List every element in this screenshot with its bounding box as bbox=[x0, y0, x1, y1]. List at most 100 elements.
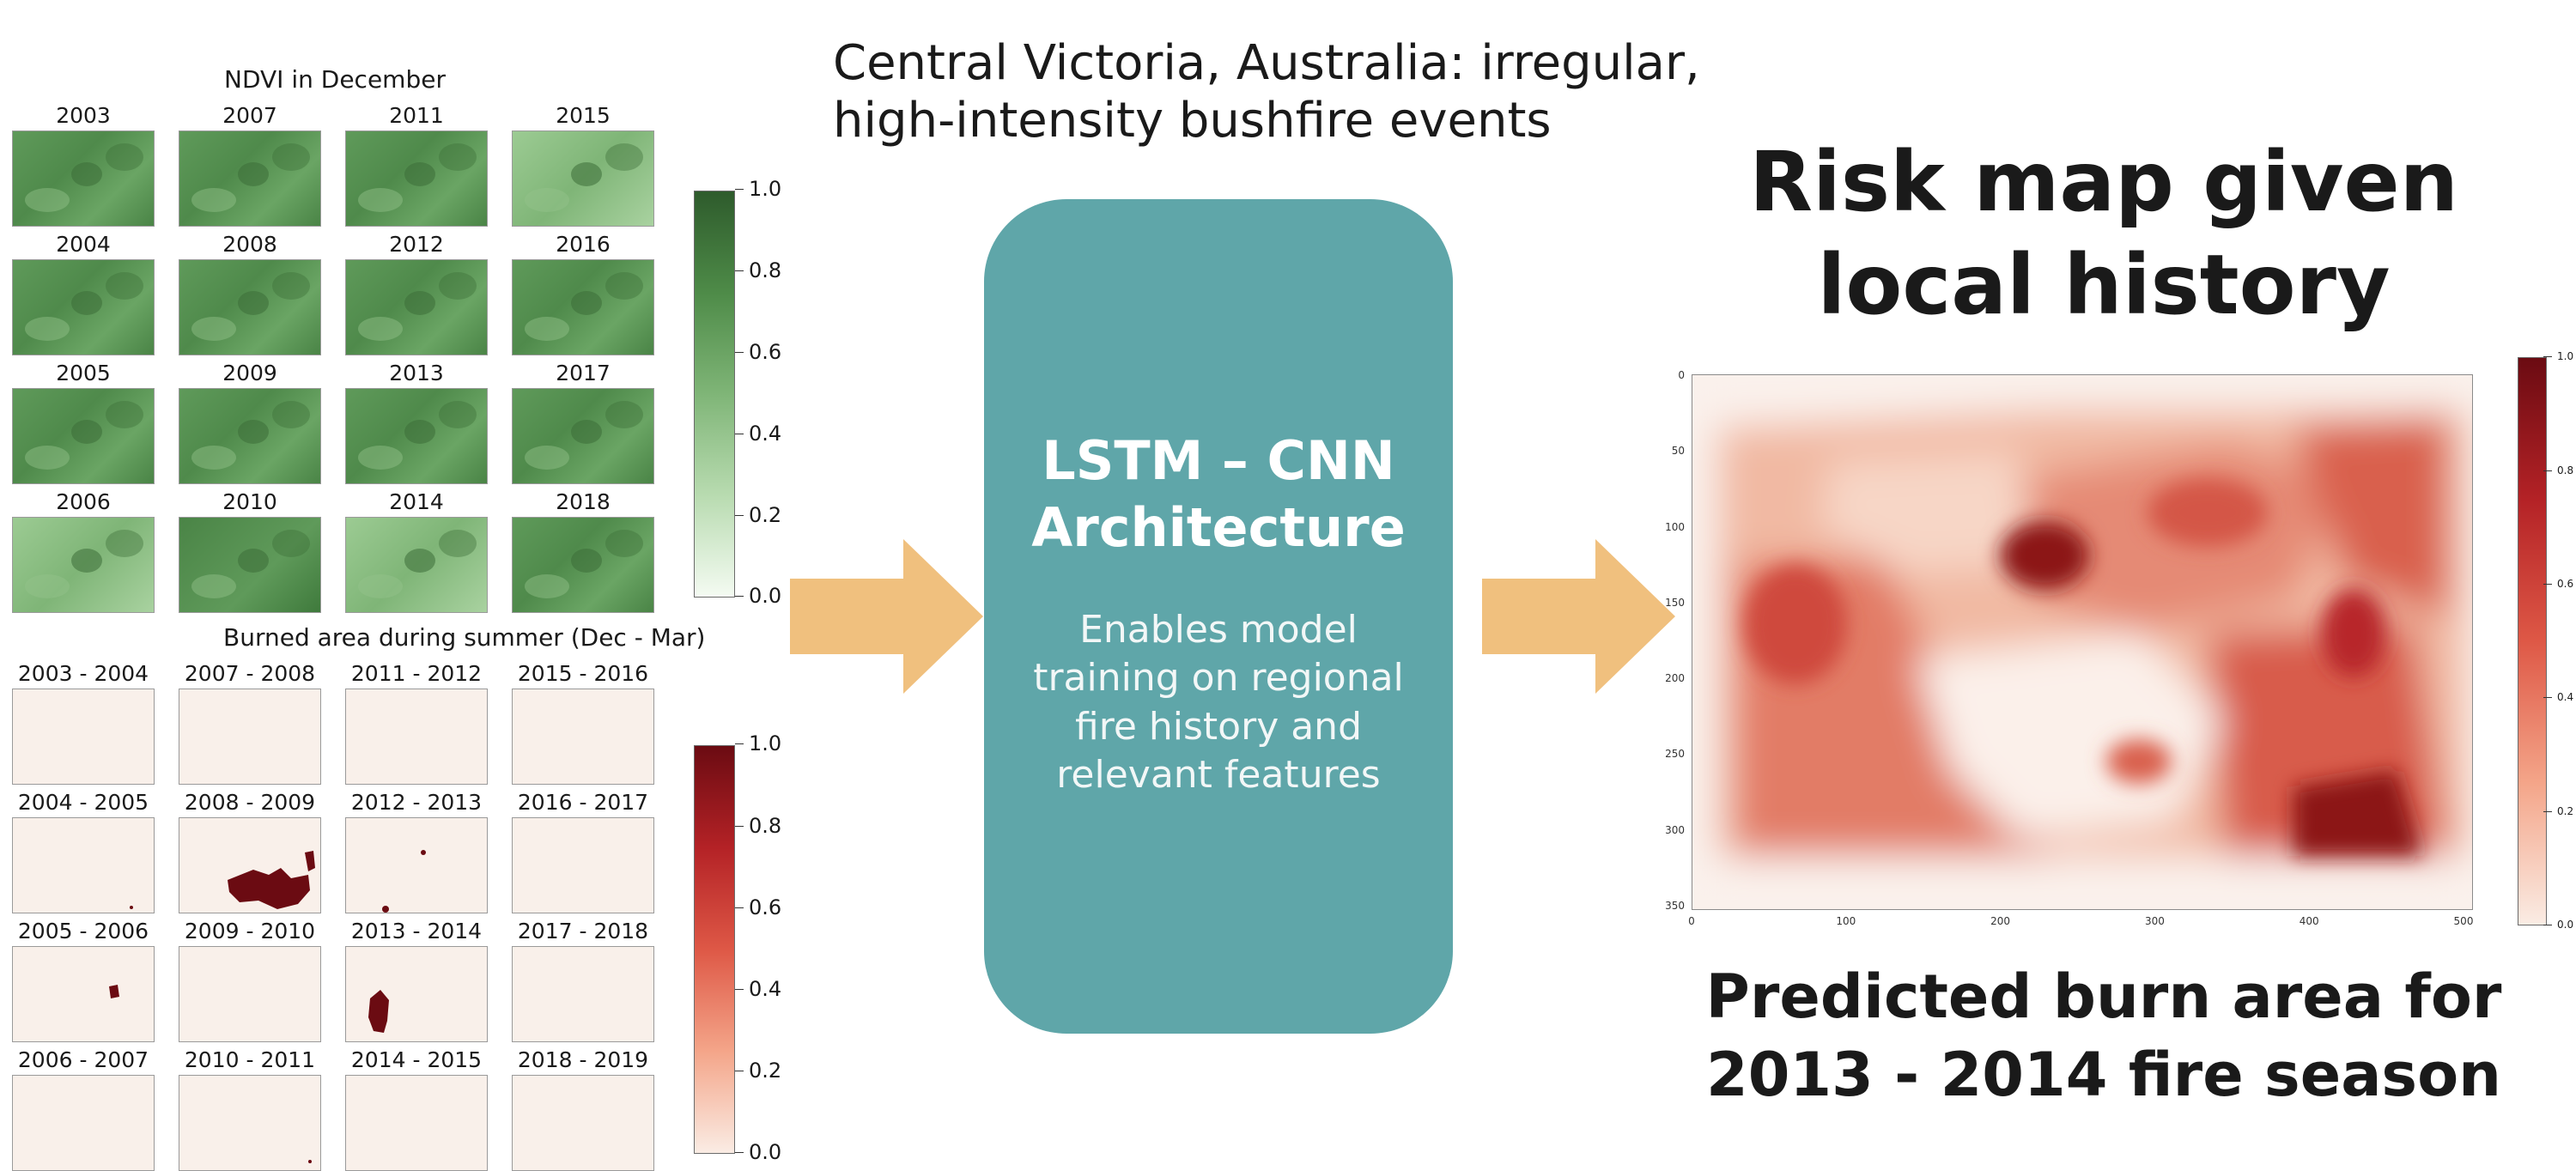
ndvi-year-map bbox=[512, 130, 654, 227]
burn-colorbar-tick-label: 0.4 bbox=[734, 977, 782, 1001]
burn-season-map bbox=[179, 946, 321, 1042]
burn-season-map bbox=[179, 1075, 321, 1171]
burn-season-label: 2012 - 2013 bbox=[350, 790, 483, 815]
burn-season-label: 2007 - 2008 bbox=[184, 661, 316, 686]
burn-colorbar-tick-label: 0.8 bbox=[734, 813, 782, 838]
ndvi-year-map bbox=[512, 259, 654, 355]
risk-map-x-tick-label: 300 bbox=[2144, 915, 2165, 927]
burn-colorbar-tick-label: 1.0 bbox=[734, 731, 782, 756]
burn-season-label: 2014 - 2015 bbox=[350, 1047, 483, 1072]
burn-season-map bbox=[345, 689, 488, 785]
risk-colorbar-tick-label: 1.0 bbox=[2543, 350, 2574, 363]
risk-map-caption: Predicted burn area for 2013 - 2014 fire… bbox=[1683, 958, 2524, 1114]
ndvi-year-label: 2014 bbox=[389, 489, 444, 514]
ndvi-year-label: 2008 bbox=[222, 232, 277, 257]
burn-season-label: 2005 - 2006 bbox=[17, 919, 149, 943]
ndvi-year-map bbox=[179, 259, 321, 355]
ndvi-year-map bbox=[179, 130, 321, 227]
ndvi-year-label: 2013 bbox=[389, 361, 444, 385]
ndvi-year-label: 2017 bbox=[556, 361, 611, 385]
ndvi-year-map bbox=[345, 130, 488, 227]
risk-map-y-tick-label: 350 bbox=[1665, 900, 1685, 912]
risk-map-caption-line1: Predicted burn area for bbox=[1705, 962, 2502, 1032]
region-headline: Central Victoria, Australia: irregular, … bbox=[833, 34, 1735, 149]
architecture-description: Enables model training on regional fire … bbox=[984, 606, 1453, 799]
ndvi-year-label: 2005 bbox=[56, 361, 111, 385]
region-headline-line2: high-intensity bushfire events bbox=[833, 93, 1552, 149]
ndvi-year-map bbox=[345, 517, 488, 613]
risk-colorbar-tick-label: 0.6 bbox=[2543, 578, 2574, 590]
ndvi-year-label: 2018 bbox=[556, 489, 611, 514]
architecture-title-line2: Architecture bbox=[1031, 495, 1406, 559]
ndvi-colorbar-tick-label: 1.0 bbox=[734, 177, 782, 202]
burn-colorbar-tick-label: 0.2 bbox=[734, 1059, 782, 1083]
burn-season-map bbox=[12, 689, 155, 785]
ndvi-year-label: 2003 bbox=[56, 103, 111, 128]
burn-season-label: 2016 - 2017 bbox=[517, 790, 649, 815]
burn-season-map bbox=[345, 1075, 488, 1171]
risk-map-x-tick-label: 100 bbox=[1836, 915, 1856, 927]
ndvi-year-map bbox=[12, 259, 155, 355]
burn-season-label: 2003 - 2004 bbox=[17, 661, 149, 686]
risk-map-y-tick-label: 200 bbox=[1665, 672, 1685, 685]
architecture-description-line1: Enables model bbox=[1079, 608, 1358, 652]
ndvi-colorbar bbox=[694, 191, 735, 598]
ndvi-year-label: 2004 bbox=[56, 232, 111, 257]
architecture-title-line1: LSTM – CNN bbox=[1042, 429, 1395, 492]
ndvi-year-map bbox=[12, 130, 155, 227]
burn-season-label: 2018 - 2019 bbox=[517, 1047, 649, 1072]
ndvi-year-map bbox=[345, 388, 488, 484]
ndvi-year-map bbox=[512, 517, 654, 613]
risk-map-heatmap bbox=[1692, 375, 2472, 909]
burn-season-map bbox=[179, 817, 321, 913]
risk-map-y-tick-label: 150 bbox=[1665, 596, 1685, 609]
architecture-description-line4: relevant features bbox=[1056, 752, 1381, 797]
burn-colorbar bbox=[694, 745, 735, 1154]
burn-season-label: 2009 - 2010 bbox=[184, 919, 316, 943]
ndvi-year-label: 2009 bbox=[222, 361, 277, 385]
region-headline-line1: Central Victoria, Australia: irregular, bbox=[833, 35, 1700, 91]
risk-map-x-tick-label: 0 bbox=[1688, 915, 1695, 927]
ndvi-year-map bbox=[179, 517, 321, 613]
risk-map-plot bbox=[1692, 374, 2473, 910]
ndvi-year-map bbox=[179, 388, 321, 484]
risk-map-y-tick-label: 50 bbox=[1671, 445, 1685, 458]
burn-season-label: 2004 - 2005 bbox=[17, 790, 149, 815]
risk-map-x-tick-label: 500 bbox=[2453, 915, 2474, 927]
ndvi-year-map bbox=[12, 517, 155, 613]
burn-season-map bbox=[345, 946, 488, 1042]
input-arrow-shape bbox=[790, 539, 983, 694]
risk-map-title-line1: Risk map given bbox=[1749, 134, 2458, 230]
output-arrow-shape bbox=[1482, 539, 1675, 694]
burn-season-map bbox=[512, 946, 654, 1042]
burn-colorbar-tick-label: 0.0 bbox=[734, 1140, 782, 1165]
burn-season-map bbox=[12, 946, 155, 1042]
ndvi-year-label: 2012 bbox=[389, 232, 444, 257]
ndvi-colorbar-tick-label: 0.4 bbox=[734, 421, 782, 446]
risk-map-x-tick-label: 200 bbox=[1990, 915, 2011, 927]
ndvi-year-map bbox=[345, 259, 488, 355]
risk-map-title: Risk map given local history bbox=[1683, 130, 2524, 337]
ndvi-year-map bbox=[512, 388, 654, 484]
risk-map-title-line2: local history bbox=[1817, 237, 2391, 333]
ndvi-year-label: 2006 bbox=[56, 489, 111, 514]
burn-season-label: 2008 - 2009 bbox=[184, 790, 316, 815]
risk-map-colorbar bbox=[2518, 357, 2547, 925]
ndvi-colorbar-tick-label: 0.0 bbox=[734, 584, 782, 609]
input-arrow bbox=[790, 539, 983, 694]
ndvi-year-label: 2010 bbox=[222, 489, 277, 514]
risk-map-caption-line2: 2013 - 2014 fire season bbox=[1705, 1040, 2502, 1110]
risk-map-y-tick-label: 300 bbox=[1665, 823, 1685, 836]
burn-season-label: 2011 - 2012 bbox=[350, 661, 483, 686]
lstm-cnn-architecture-box: LSTM – CNN Architecture Enables model tr… bbox=[984, 199, 1453, 1034]
risk-map-y-tick-label: 0 bbox=[1678, 369, 1685, 381]
burn-season-label: 2017 - 2018 bbox=[517, 919, 649, 943]
ndvi-year-label: 2011 bbox=[389, 103, 444, 128]
ndvi-colorbar-tick-label: 0.8 bbox=[734, 258, 782, 283]
burn-season-map bbox=[512, 689, 654, 785]
risk-map-y-tick-label: 250 bbox=[1665, 748, 1685, 761]
burn-season-map bbox=[12, 1075, 155, 1171]
risk-colorbar-tick-label: 0.2 bbox=[2543, 804, 2574, 817]
burn-season-map bbox=[512, 817, 654, 913]
architecture-description-line3: fire history and bbox=[1075, 704, 1362, 749]
